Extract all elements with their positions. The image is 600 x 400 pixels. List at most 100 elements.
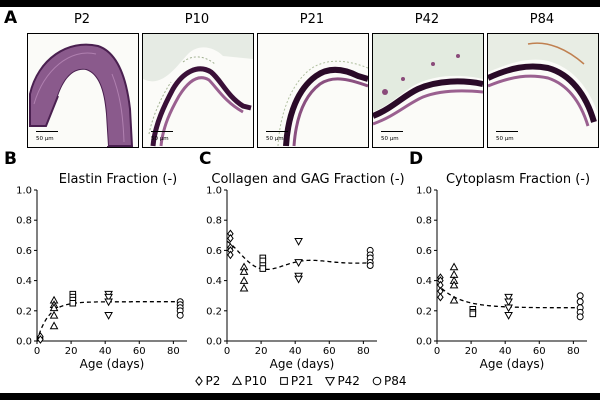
chart1-point-p42 bbox=[104, 312, 113, 320]
chart1-x-tick-label: 0 bbox=[34, 346, 40, 357]
chart1-point-p10 bbox=[49, 303, 59, 312]
scale-label-p2: 50 µm bbox=[36, 136, 54, 142]
chart2-y-tick-label: 0.2 bbox=[206, 306, 222, 317]
chart3-point-p84 bbox=[576, 304, 584, 312]
chart2-point-p10 bbox=[239, 283, 249, 292]
micrograph-p21-image bbox=[277, 60, 368, 147]
chart3-point-p10 bbox=[449, 276, 459, 284]
legend-item-p2: P2 bbox=[194, 374, 221, 388]
micrograph-title-p10: P10 bbox=[184, 12, 210, 27]
chart3-point-p10 bbox=[449, 262, 459, 271]
chart3-point-p84 bbox=[576, 313, 584, 321]
top-border bbox=[0, 0, 600, 7]
chart3-point-p21 bbox=[469, 309, 477, 316]
chart3-point-p10 bbox=[449, 270, 459, 278]
chart2-point-p2 bbox=[227, 250, 234, 260]
micrograph-title-p21: P21 bbox=[299, 12, 325, 27]
panel-label-c: C bbox=[199, 149, 212, 169]
chart3-point-p42 bbox=[504, 312, 513, 320]
chart2-point-p21 bbox=[259, 254, 267, 262]
chart1-point-p2 bbox=[37, 335, 44, 344]
chart3-point-p42 bbox=[504, 298, 513, 307]
chart1-point-p84 bbox=[176, 307, 184, 315]
chart3-x-tick-label: 80 bbox=[567, 346, 580, 357]
micrograph-p42-image bbox=[373, 34, 483, 126]
chart3-y-tick-label: 0.0 bbox=[416, 337, 432, 348]
panel-label-d: D bbox=[409, 149, 424, 169]
scale-bar-p84 bbox=[496, 131, 518, 132]
chart2-point-p42 bbox=[294, 275, 303, 284]
chart3-x-tick-label: 60 bbox=[533, 346, 546, 357]
chart2-point-p10 bbox=[239, 267, 249, 275]
micrograph-title-p84: P84 bbox=[529, 12, 555, 27]
chart1-fit-curve bbox=[36, 301, 181, 342]
chart3-x-tick-label: 0 bbox=[434, 346, 440, 357]
micrograph-p10: 50 µm bbox=[142, 33, 254, 148]
chart2-x-tick-label: 20 bbox=[255, 346, 268, 357]
chart3-point-p21 bbox=[469, 310, 477, 318]
chart2-point-p42 bbox=[294, 259, 303, 268]
legend-item-p21: P21 bbox=[279, 374, 314, 388]
chart2-x-tick-label: 40 bbox=[289, 346, 302, 357]
micrograph-p84-image bbox=[488, 34, 598, 127]
chart2-x-tick-label: 80 bbox=[357, 346, 370, 357]
chart1-y-tick-label: 0.2 bbox=[16, 306, 32, 317]
micrograph-p2: 50 µm bbox=[27, 33, 139, 148]
chart1-point-p42 bbox=[104, 293, 113, 302]
chart1-point-p10 bbox=[49, 295, 59, 304]
chart2-x-tick-label: 60 bbox=[323, 346, 336, 357]
micrograph-p42: 50 µm bbox=[372, 33, 484, 148]
chart3-fit-curve bbox=[436, 283, 581, 309]
scale-bar-p42 bbox=[381, 131, 403, 132]
scale-label-p10: 50 µm bbox=[151, 136, 169, 142]
bottom-border bbox=[0, 393, 600, 400]
chart2-point-p84 bbox=[366, 262, 374, 269]
chart1-point-p10 bbox=[49, 310, 59, 319]
chart1-title: Elastin Fraction (-) bbox=[59, 172, 178, 187]
legend-label: P42 bbox=[337, 374, 360, 388]
chart3-title: Cytoplasm Fraction (-) bbox=[446, 172, 590, 187]
chart1-x-tick-label: 20 bbox=[65, 346, 78, 357]
legend-label: P21 bbox=[290, 374, 314, 388]
chart3-point-p84 bbox=[576, 308, 584, 316]
chart3-y-tick-label: 0.2 bbox=[416, 306, 432, 317]
chart1-y-tick-label: 0.0 bbox=[16, 337, 32, 348]
chart2-x-tick-label: 0 bbox=[224, 346, 230, 357]
legend-marker-square bbox=[280, 377, 288, 385]
scale-bar-p2 bbox=[36, 131, 58, 132]
chart3-point-p10 bbox=[449, 295, 459, 304]
chart3-y-tick-label: 0.6 bbox=[416, 246, 432, 257]
panel-label-a: A bbox=[4, 8, 18, 28]
chart2-point-p2 bbox=[227, 246, 234, 255]
chart2-point-p21 bbox=[259, 265, 267, 272]
chart3-point-p10 bbox=[449, 280, 459, 289]
chart3-point-p42 bbox=[504, 304, 513, 313]
chart2-point-p10 bbox=[239, 262, 249, 271]
legend-item-p10: P10 bbox=[232, 374, 267, 388]
chart3-y-tick-label: 0.8 bbox=[416, 216, 432, 227]
chart2-point-p10 bbox=[239, 276, 249, 284]
chart2-point-p84 bbox=[366, 259, 374, 266]
legend-item-p84: P84 bbox=[372, 374, 406, 388]
chart2-fit-curve bbox=[226, 240, 371, 271]
legend-marker-triangle-down bbox=[325, 377, 336, 387]
chart3-point-p84 bbox=[576, 292, 584, 300]
chart3-point-p2 bbox=[437, 276, 444, 285]
chart2-y-tick-label: 0.6 bbox=[206, 246, 222, 257]
micrograph-p2-image bbox=[29, 43, 134, 147]
chart1-point-p84 bbox=[176, 311, 184, 319]
chart2-y-tick-label: 0.0 bbox=[206, 337, 222, 348]
chart3-x-tick-label: 20 bbox=[465, 346, 478, 357]
legend-label: P10 bbox=[244, 374, 267, 388]
micrograph-p10-image bbox=[143, 34, 253, 147]
scale-label-p84: 50 µm bbox=[496, 136, 514, 142]
chart2-x-axis-label: Age (days) bbox=[270, 357, 335, 371]
legend-marker-triangle-up bbox=[232, 375, 243, 385]
chart1-point-p10 bbox=[49, 321, 59, 330]
chart2-y-tick-label: 1.0 bbox=[206, 186, 222, 197]
chart1-y-tick-label: 0.4 bbox=[16, 276, 32, 287]
legend: P2 P10 P21 P42 P84 bbox=[0, 374, 600, 388]
chart2-point-p21 bbox=[259, 262, 267, 269]
chart1-x-tick-label: 60 bbox=[133, 346, 146, 357]
legend-label: P2 bbox=[205, 374, 221, 388]
